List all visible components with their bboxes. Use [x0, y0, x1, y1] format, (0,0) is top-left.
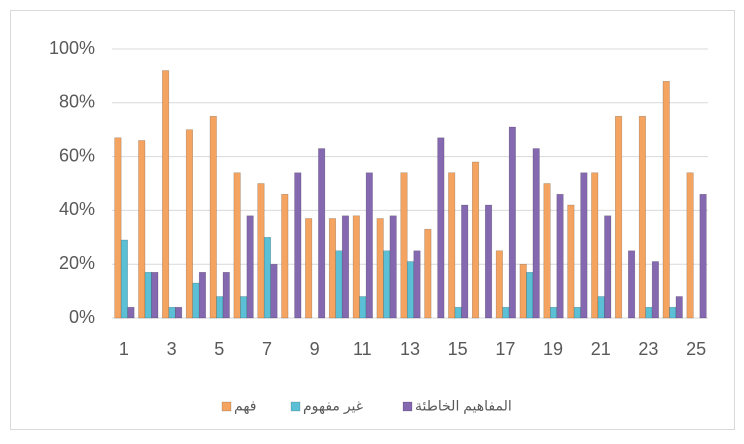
bar	[376, 218, 384, 319]
bar	[508, 126, 516, 319]
y-tick-label: 80%	[59, 92, 95, 112]
bar	[604, 215, 612, 319]
bar	[686, 172, 694, 319]
bar	[556, 193, 564, 319]
bar	[233, 172, 241, 319]
bar	[383, 250, 391, 319]
bar	[526, 271, 534, 319]
y-tick-label: 0%	[69, 307, 95, 327]
bar	[502, 306, 510, 319]
bar	[305, 218, 313, 319]
bar	[400, 172, 408, 319]
bar	[471, 161, 480, 319]
bar	[246, 215, 254, 319]
bar	[318, 148, 326, 319]
bar	[209, 115, 217, 319]
bar	[270, 263, 278, 319]
bar	[175, 306, 183, 319]
x-tick-label: 7	[262, 339, 272, 359]
bar	[335, 250, 343, 319]
bar	[114, 137, 122, 319]
x-tick-label: 19	[543, 339, 563, 359]
x-tick-label: 13	[400, 339, 420, 359]
y-tick-label: 40%	[59, 199, 95, 219]
bar	[294, 172, 302, 319]
bar	[461, 204, 469, 319]
bar	[437, 137, 445, 319]
bar	[144, 271, 152, 319]
bar	[638, 115, 646, 319]
bar	[168, 306, 176, 319]
legend-swatch	[402, 401, 413, 412]
legend-label: فهم	[234, 398, 256, 415]
bar	[281, 193, 289, 319]
bar	[662, 80, 670, 319]
x-tick-label: 25	[686, 339, 706, 359]
bar	[341, 215, 350, 319]
bar	[543, 183, 551, 319]
bar	[263, 237, 272, 319]
legend-label: المفاهيم الخاطئة	[415, 398, 512, 415]
y-tick-label: 100%	[49, 38, 95, 58]
bar	[138, 140, 146, 319]
bar	[328, 218, 337, 319]
x-tick-label: 17	[495, 339, 515, 359]
bar	[192, 282, 200, 319]
bar	[580, 172, 588, 319]
x-tick-label: 23	[638, 339, 658, 359]
bar	[216, 296, 224, 319]
bar	[352, 215, 360, 319]
bar	[484, 204, 493, 319]
bar	[127, 306, 135, 319]
bar	[495, 250, 503, 319]
bar	[597, 296, 605, 319]
bar	[162, 70, 170, 319]
bar	[675, 296, 683, 319]
bar	[532, 148, 540, 319]
legend-swatch	[290, 401, 301, 412]
bar	[406, 261, 415, 319]
bar	[567, 204, 575, 319]
bar	[651, 261, 659, 319]
bar	[424, 228, 432, 319]
bar	[549, 306, 558, 319]
x-tick-label: 3	[167, 339, 177, 359]
bar	[120, 239, 128, 319]
bar	[628, 250, 636, 319]
bar	[615, 115, 623, 319]
bar	[185, 129, 193, 319]
bar	[198, 271, 206, 319]
x-tick-label: 5	[214, 339, 224, 359]
bar	[519, 263, 527, 319]
x-tick-label: 21	[591, 339, 611, 359]
bar	[645, 306, 653, 319]
bar	[454, 306, 462, 319]
x-tick-label: 1	[119, 339, 129, 359]
bar	[573, 306, 581, 319]
x-tick-label: 15	[448, 339, 468, 359]
bar	[413, 250, 421, 319]
bar	[591, 172, 599, 319]
bar	[257, 183, 265, 319]
legend-label: غير مفهوم	[303, 398, 363, 415]
bar	[389, 215, 397, 319]
y-tick-label: 20%	[59, 253, 95, 273]
x-tick-label: 11	[353, 339, 372, 359]
bar	[222, 271, 230, 319]
bar	[669, 306, 677, 319]
y-tick-label: 60%	[59, 145, 95, 165]
x-tick-label: 9	[310, 339, 320, 359]
legend-swatch	[221, 401, 232, 412]
bar	[359, 296, 367, 319]
bar	[151, 271, 159, 319]
bar	[365, 172, 373, 319]
bar	[699, 193, 707, 319]
bar	[240, 296, 248, 319]
bar	[448, 172, 456, 319]
